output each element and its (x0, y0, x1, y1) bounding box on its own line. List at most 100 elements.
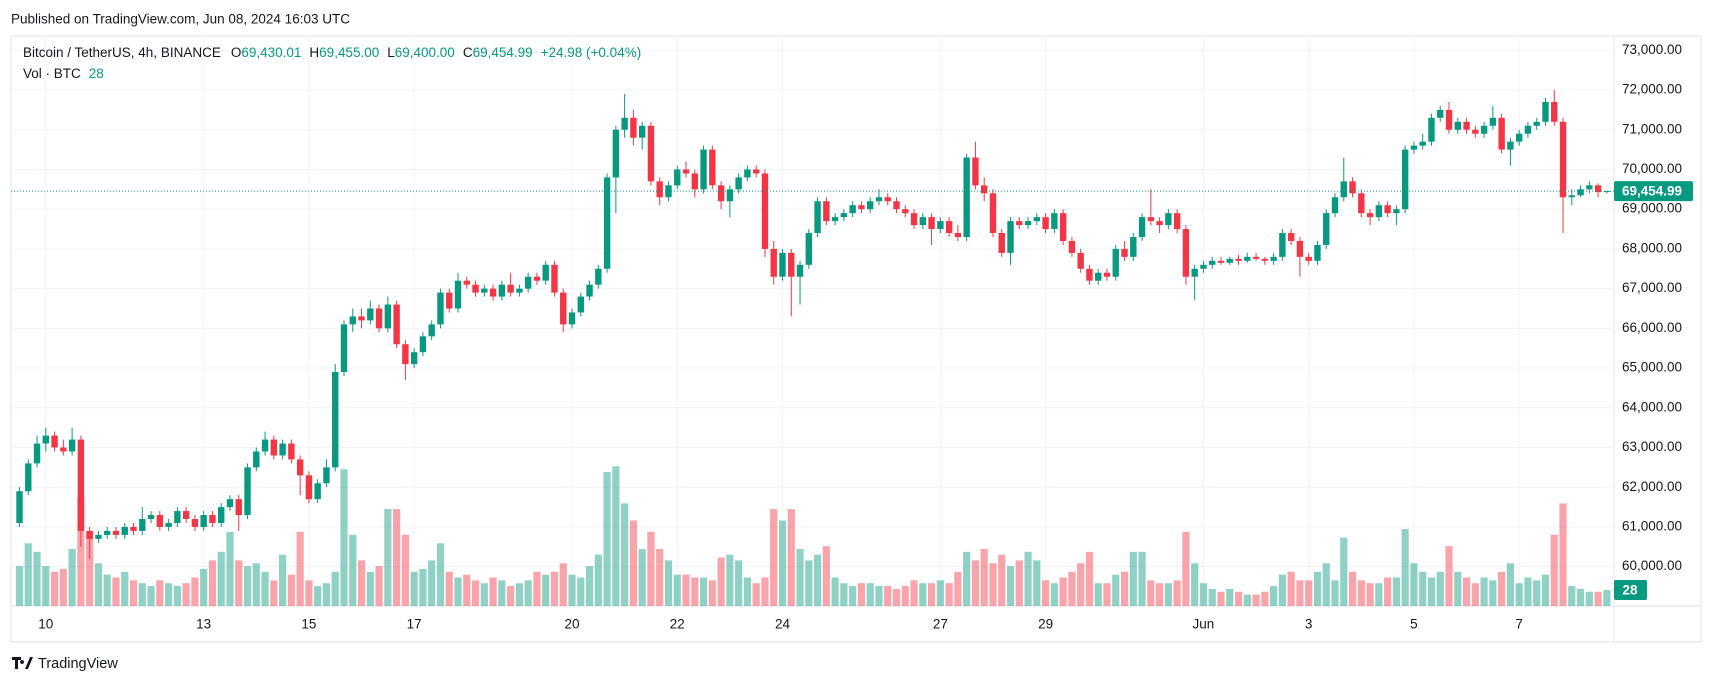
x-tick-label: 5 (1410, 617, 1418, 632)
volume-bar (1024, 551, 1032, 606)
volume-bar (515, 583, 523, 606)
volume-bar (1156, 583, 1164, 606)
candle-body (68, 439, 76, 452)
candle-body (1173, 213, 1181, 230)
volume-bar (998, 554, 1006, 606)
volume-bar (971, 560, 980, 606)
candle-body (1401, 149, 1409, 210)
volume-bar (94, 563, 103, 606)
volume-bar (989, 563, 997, 606)
volume-bar (314, 586, 322, 606)
candle-body (533, 276, 541, 281)
volume-bar (191, 577, 199, 606)
volume-bar (638, 549, 646, 606)
candle-body (95, 534, 102, 539)
volume-bar (778, 520, 787, 606)
volume-bar (1427, 577, 1436, 606)
y-tick-label: 67,000.00 (1622, 280, 1682, 295)
volume-bar (200, 568, 208, 606)
candle-body (1138, 217, 1146, 237)
candle-body (1261, 258, 1269, 261)
candle-body (770, 248, 777, 277)
volume-bar (1234, 591, 1243, 606)
volume-bar (1173, 580, 1181, 606)
x-tick-label: 29 (1038, 617, 1053, 632)
candle-body (428, 324, 435, 337)
candle-body (25, 463, 32, 492)
volume-bar (1147, 580, 1155, 606)
volume-bar (235, 560, 243, 606)
volume-bar (831, 577, 839, 606)
candle-body (928, 217, 935, 230)
candle-body (314, 483, 321, 500)
volume-bar (182, 583, 190, 606)
candle-body (1296, 240, 1304, 257)
candle-body (489, 288, 497, 297)
volume-bar (1006, 566, 1015, 606)
volume-bar (1454, 571, 1462, 606)
volume-bar (699, 577, 708, 606)
volume-bar (980, 549, 988, 606)
volume-bar (243, 566, 252, 606)
candle-body (1051, 213, 1058, 230)
x-tick-label: 20 (564, 617, 579, 632)
candle-body (77, 439, 85, 531)
candle-body (1419, 141, 1426, 146)
volume-bar (1164, 583, 1172, 606)
candle-body (130, 526, 137, 531)
volume-bar (33, 551, 41, 606)
candle-body (1314, 244, 1321, 261)
volume-bar (822, 546, 830, 606)
volume-bar (1375, 583, 1383, 606)
candle-body (446, 292, 453, 309)
volume-bar (1120, 571, 1129, 606)
ohlc-value: 69,430.01 (241, 45, 301, 60)
candle-body (963, 157, 970, 237)
volume-bar (86, 531, 94, 606)
volume-bar (103, 574, 111, 606)
ohlc-key: O (231, 45, 242, 60)
candle-body (945, 221, 953, 234)
volume-bar (1489, 580, 1497, 606)
volume-bar (1077, 563, 1085, 606)
candle-body (288, 443, 295, 460)
volume-bar (226, 531, 234, 606)
candle-body (42, 435, 50, 444)
volume-bar (857, 583, 866, 606)
candle-body (402, 344, 409, 365)
candle-body (814, 201, 821, 234)
candle-body (981, 185, 988, 194)
volume-bar (813, 554, 822, 606)
candle-body (340, 324, 348, 373)
candle-body (717, 185, 725, 202)
candle-body (1165, 213, 1172, 226)
volume-bar (15, 566, 24, 606)
volume-bar (656, 549, 664, 606)
candle-body (279, 443, 286, 456)
candle-body (919, 217, 927, 226)
volume-bar (1480, 577, 1488, 606)
candle-body (1472, 129, 1479, 134)
volume-bar (77, 497, 85, 606)
volume-bar (787, 509, 795, 606)
candle-body (1252, 256, 1260, 259)
volume-bar (1506, 563, 1514, 606)
candle-body (270, 439, 278, 456)
candle-body (481, 288, 488, 293)
candle-body (893, 201, 900, 210)
volume-bar (1138, 551, 1146, 606)
volume-bar (463, 574, 471, 606)
candle-body (638, 125, 646, 138)
y-tick-label: 72,000.00 (1622, 82, 1682, 97)
volume-bar (629, 520, 637, 606)
volume-bar (208, 560, 217, 606)
candle-body (1507, 141, 1514, 150)
volume-bar (1401, 529, 1409, 606)
volume-bar (1191, 563, 1199, 606)
volume-bar (270, 580, 278, 606)
candle-body (332, 372, 339, 468)
candle-body (1200, 264, 1207, 269)
volume-bar (533, 571, 541, 606)
candle-body (1209, 260, 1216, 265)
